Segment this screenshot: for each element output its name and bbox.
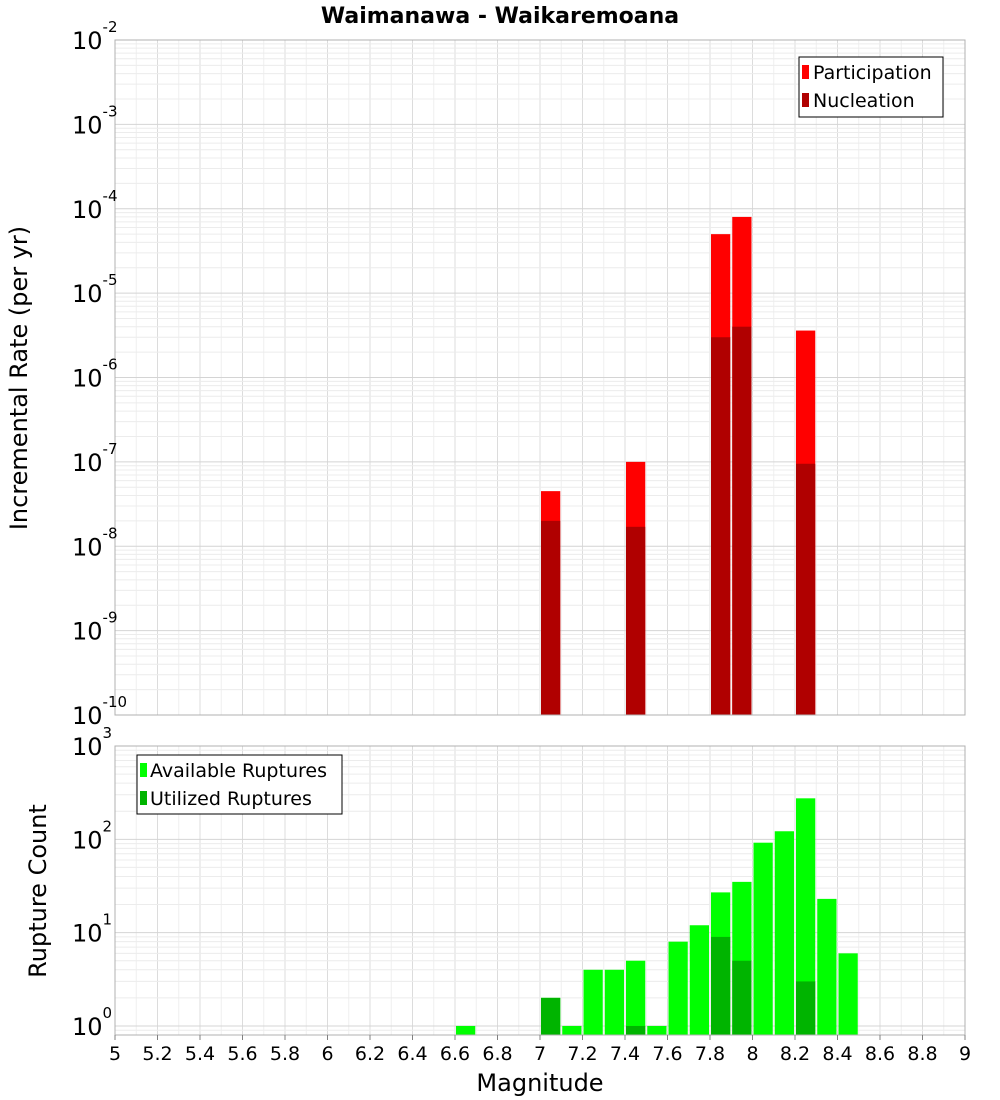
- nucleation-bar: [626, 526, 646, 715]
- available-ruptures-bar: [626, 960, 646, 1035]
- available-ruptures-bar: [838, 953, 858, 1035]
- x-tick-label: 7.2: [567, 1043, 597, 1065]
- x-tick-label: 6.4: [397, 1043, 427, 1065]
- available-ruptures-bar: [817, 898, 837, 1035]
- y-tick-label: 10-5: [72, 271, 118, 308]
- utilized-ruptures-legend-label: Utilized Ruptures: [150, 788, 312, 810]
- top-legend: Participation Nucleation: [798, 56, 944, 118]
- bottom-bars: [456, 798, 858, 1035]
- bottom-y-axis-label: Rupture Count: [24, 804, 52, 978]
- nucleation-bar: [541, 520, 561, 715]
- x-tick-label: 7: [534, 1043, 546, 1065]
- top-bars: [541, 216, 816, 715]
- x-tick-label: 5: [109, 1043, 121, 1065]
- nucleation-legend-swatch: [802, 93, 809, 107]
- y-tick-label: 10-7: [72, 440, 118, 477]
- participation-legend-label: Participation: [813, 62, 932, 84]
- y-tick-label: 10-9: [72, 609, 118, 646]
- x-tick-label: 6.2: [355, 1043, 385, 1065]
- y-tick-label: 10-8: [72, 524, 118, 561]
- y-tick-label: 10-2: [72, 18, 118, 55]
- x-tick-label: 8.8: [907, 1043, 937, 1065]
- x-tick-label: 6.6: [440, 1043, 470, 1065]
- x-tick-label: 6.8: [482, 1043, 512, 1065]
- y-tick-label: 101: [72, 911, 112, 948]
- x-tick-label: 9: [959, 1043, 971, 1065]
- nucleation-bar: [796, 463, 816, 715]
- incremental-rate-panel: 10-10 10-9 10-8 10-7 10-6 10-5 10-4 10-3 10-2 In…: [5, 18, 966, 730]
- x-ticks: 5 5.2 5.4 5.6 5.8 6 6.2 6.4 6.6 6.8 7 7.2 7.4 7.6 7.8 8…: [109, 1035, 971, 1065]
- x-tick-label: 7.6: [652, 1043, 682, 1065]
- y-tick-label: 100: [72, 1004, 112, 1041]
- utilized-ruptures-bar: [711, 936, 731, 1035]
- available-ruptures-bar: [604, 969, 624, 1035]
- nucleation-bar: [732, 326, 752, 715]
- bottom-legend: Available Ruptures Utilized Ruptures: [136, 754, 343, 815]
- x-tick-label: 7.8: [695, 1043, 725, 1065]
- top-plot-border: [114, 39, 966, 716]
- available-ruptures-bar: [583, 969, 603, 1035]
- top-grid: [114, 39, 966, 716]
- x-tick-label: 5.6: [227, 1043, 257, 1065]
- available-ruptures-legend-swatch: [140, 763, 147, 777]
- x-tick-label: 8.2: [780, 1043, 810, 1065]
- utilized-ruptures-bar: [732, 960, 752, 1035]
- top-y-ticks: 10-10 10-9 10-8 10-7 10-6 10-5 10-4 10-3 10-2: [72, 18, 127, 730]
- available-ruptures-bar: [562, 1025, 582, 1035]
- y-tick-label: 102: [72, 817, 112, 854]
- x-tick-label: 8.6: [865, 1043, 895, 1065]
- bottom-y-ticks: 100 101 102 103: [72, 724, 112, 1041]
- available-ruptures-bar: [668, 941, 688, 1035]
- top-legend-box: [798, 56, 944, 118]
- utilized-ruptures-bar: [626, 1025, 646, 1035]
- available-ruptures-legend-label: Available Ruptures: [150, 760, 327, 782]
- x-tick-label: 7.4: [610, 1043, 640, 1065]
- y-tick-label: 10-3: [72, 102, 118, 139]
- chart-title: Waimanawa - Waikaremoana: [321, 4, 679, 29]
- x-tick-label: 8: [746, 1043, 758, 1065]
- bottom-legend-box: [136, 754, 343, 815]
- x-tick-label: 8.4: [822, 1043, 852, 1065]
- available-ruptures-bar: [689, 925, 709, 1035]
- y-tick-label: 10-4: [72, 187, 118, 224]
- utilized-ruptures-legend-swatch: [140, 791, 147, 805]
- x-tick-label: 6: [321, 1043, 333, 1065]
- available-ruptures-bar: [647, 1025, 667, 1035]
- rupture-count-panel: 100 101 102 103 5 5.2 5.4 5.6 5.8 6 6.2 6.4 6.6 6.8 7…: [24, 724, 971, 1097]
- utilized-ruptures-bar: [541, 997, 561, 1035]
- y-tick-label: 10-10: [72, 693, 127, 730]
- y-tick-label: 103: [72, 724, 112, 761]
- nucleation-bar: [711, 337, 731, 715]
- available-ruptures-bar: [456, 1025, 476, 1035]
- participation-legend-swatch: [802, 65, 809, 79]
- top-y-axis-label: Incremental Rate (per yr): [5, 226, 33, 530]
- x-tick-label: 5.8: [270, 1043, 300, 1065]
- available-ruptures-bar: [796, 798, 816, 1035]
- available-ruptures-bar: [753, 842, 773, 1035]
- utilized-ruptures-bar: [796, 981, 816, 1035]
- available-ruptures-bar: [774, 831, 794, 1035]
- x-axis-label: Magnitude: [476, 1069, 603, 1097]
- y-tick-label: 10-6: [72, 356, 118, 393]
- x-tick-label: 5.2: [142, 1043, 172, 1065]
- x-tick-label: 5.4: [185, 1043, 215, 1065]
- nucleation-legend-label: Nucleation: [813, 90, 915, 112]
